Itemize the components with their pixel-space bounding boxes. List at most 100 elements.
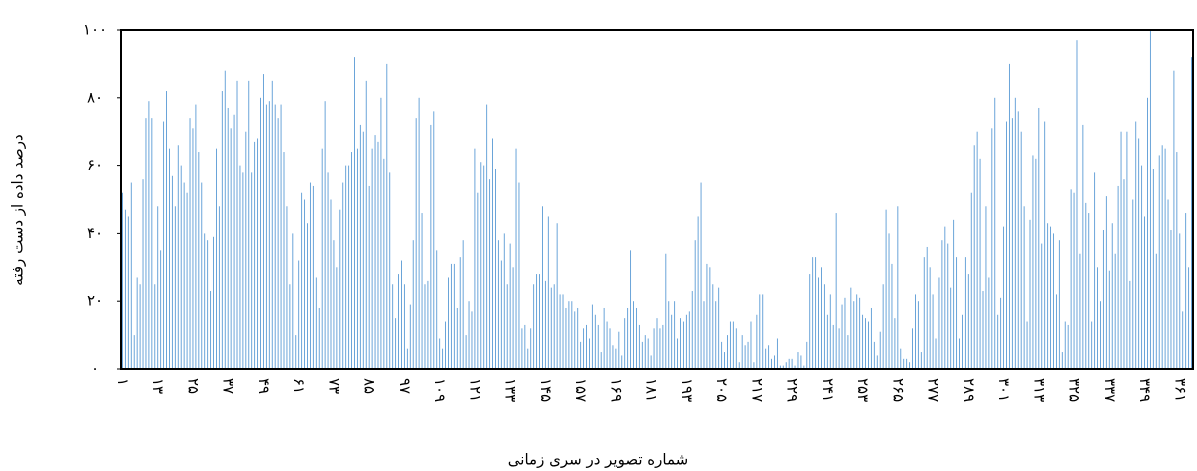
bar	[330, 199, 332, 369]
bar	[909, 362, 911, 369]
bar	[174, 206, 176, 369]
bar	[383, 158, 385, 369]
bar	[160, 250, 162, 369]
bar	[180, 165, 182, 369]
bar	[1161, 145, 1163, 369]
bar	[127, 216, 129, 369]
bar	[448, 277, 449, 369]
bar	[882, 284, 884, 369]
x-tick-label: ۲۵	[184, 378, 202, 394]
bar	[800, 355, 802, 369]
bar	[1055, 294, 1057, 369]
bar	[903, 358, 905, 369]
bar	[257, 138, 259, 369]
bar	[785, 362, 787, 369]
bar	[213, 236, 214, 369]
bar	[292, 233, 294, 369]
bar	[521, 328, 523, 369]
bar	[336, 267, 338, 369]
x-tick-label: ۳۶۱	[1171, 378, 1189, 402]
bar	[847, 335, 849, 369]
bar	[480, 162, 482, 369]
bar	[245, 131, 247, 369]
bar	[606, 321, 608, 369]
x-tick-label: ۱۰۹	[431, 378, 449, 402]
bar	[377, 141, 379, 369]
bar	[823, 284, 825, 369]
bar	[506, 284, 508, 369]
bar	[794, 365, 796, 369]
bar	[838, 328, 840, 369]
bar	[753, 362, 755, 369]
bar	[806, 341, 808, 369]
bar	[1064, 321, 1066, 369]
x-tick-label: ۳۰۱	[995, 378, 1013, 402]
bar	[997, 314, 999, 369]
bar	[1053, 233, 1054, 369]
bar	[465, 335, 467, 369]
bar	[148, 101, 150, 369]
bar	[635, 307, 637, 369]
bar	[744, 345, 746, 369]
bar	[359, 124, 361, 369]
bar	[398, 274, 399, 369]
bar	[544, 280, 546, 369]
bar	[1191, 57, 1192, 370]
bar	[309, 182, 311, 369]
bar	[803, 365, 805, 369]
bar	[782, 365, 784, 369]
bar	[762, 294, 764, 369]
bar	[738, 362, 740, 369]
x-tick-label: ۲۰۵	[713, 378, 731, 402]
bar	[462, 240, 464, 369]
bar	[671, 314, 673, 369]
bar	[230, 128, 232, 369]
bar	[207, 240, 209, 369]
bar	[1044, 121, 1046, 369]
y-tick-label: ۸۰	[87, 88, 103, 106]
bar	[630, 250, 632, 369]
bar	[591, 304, 593, 369]
x-tick-label: ۱۴۵	[537, 378, 555, 402]
bar	[204, 233, 206, 369]
x-tick-label: ۱	[114, 378, 132, 386]
bar	[568, 301, 570, 369]
bar	[1120, 131, 1122, 369]
bar	[342, 182, 344, 369]
bar	[944, 226, 946, 369]
bar	[430, 124, 432, 369]
bar	[771, 358, 772, 369]
bar	[233, 114, 235, 369]
x-tick-label: ۳۷	[220, 378, 238, 394]
bar	[915, 294, 916, 369]
bar	[594, 314, 596, 369]
bar	[1091, 321, 1093, 369]
bar	[301, 192, 303, 369]
bar	[415, 118, 417, 369]
bar	[1014, 97, 1016, 370]
bar	[685, 314, 687, 369]
bar	[1088, 213, 1090, 369]
bar	[706, 263, 708, 369]
bar	[260, 97, 261, 370]
bar	[1117, 185, 1119, 369]
bar	[835, 213, 837, 369]
bar	[850, 287, 852, 369]
bar	[412, 240, 414, 369]
x-tick-label: ۳۳۷	[1101, 378, 1119, 402]
bar	[967, 274, 969, 369]
bar	[624, 318, 626, 369]
bar	[1129, 280, 1131, 369]
bar	[1179, 233, 1181, 369]
bar	[166, 91, 167, 370]
bar	[718, 287, 720, 369]
bar	[500, 260, 502, 369]
bar	[1073, 192, 1075, 369]
bar	[453, 263, 455, 369]
bar	[1135, 121, 1137, 369]
bar	[862, 314, 864, 369]
bar	[929, 267, 931, 369]
bar	[348, 165, 350, 369]
bar	[1123, 179, 1125, 369]
